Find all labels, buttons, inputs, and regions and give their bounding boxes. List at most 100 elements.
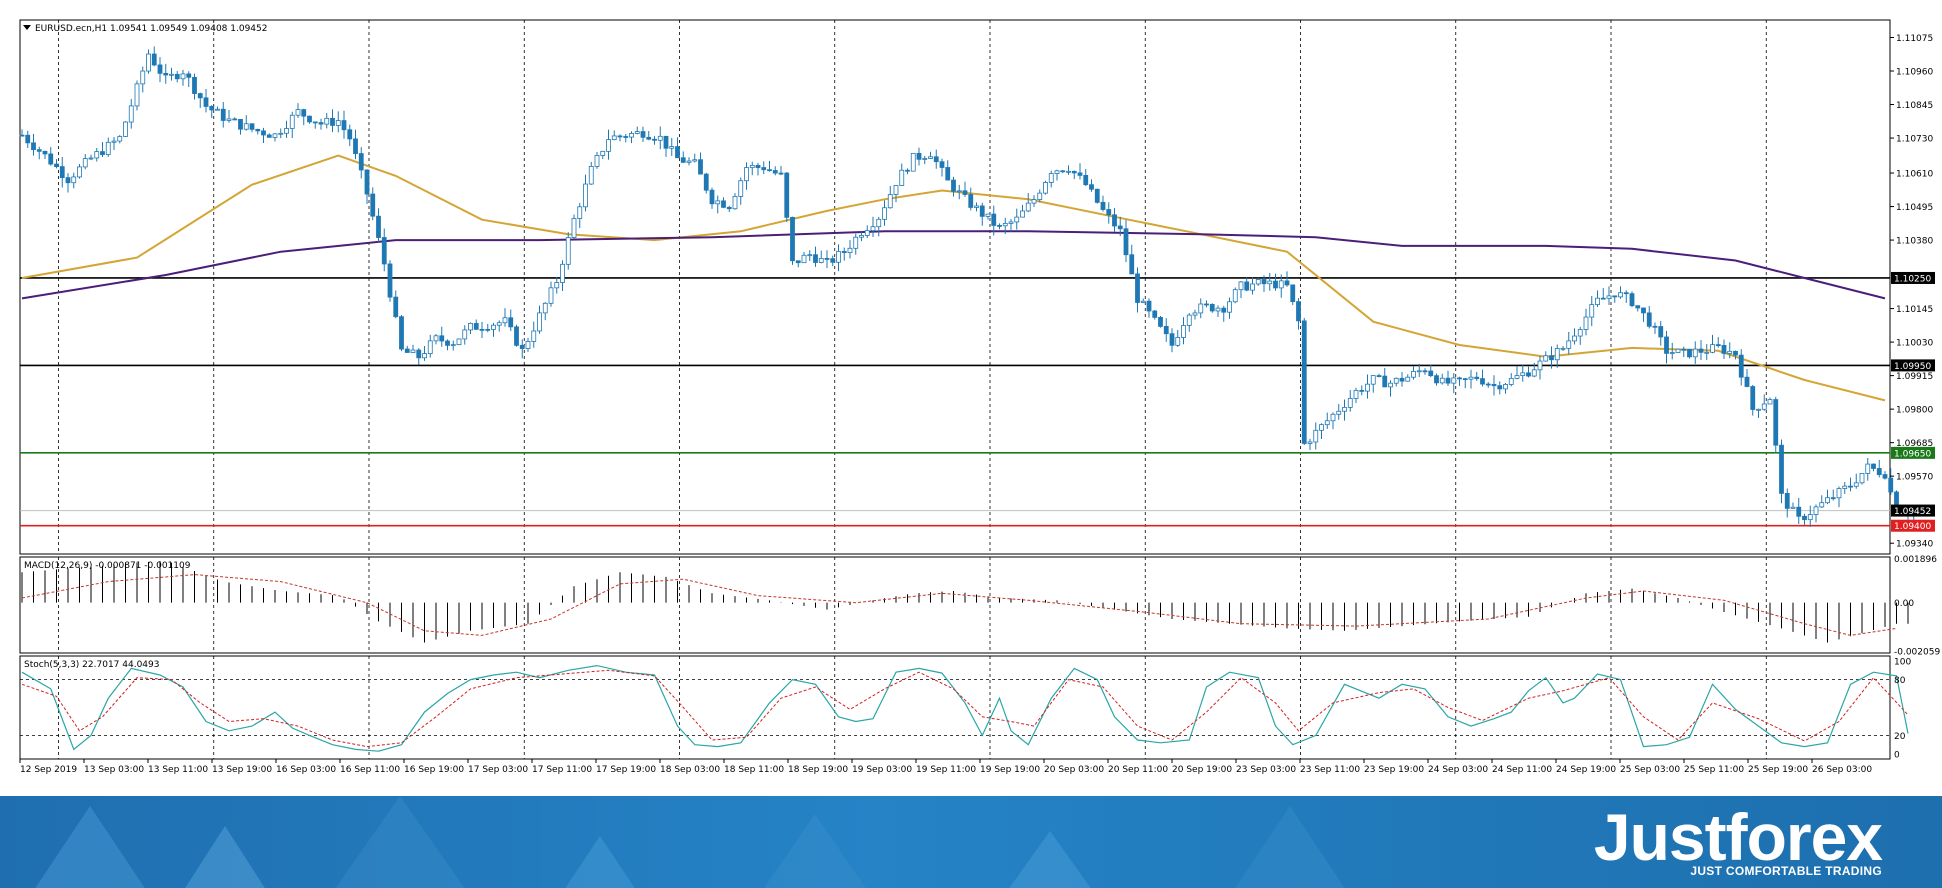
bear-candle	[416, 349, 422, 359]
bull-candle	[450, 344, 456, 347]
bull-candle	[1761, 403, 1767, 410]
bear-candle	[1083, 174, 1089, 186]
bull-candle	[1813, 506, 1819, 515]
bull-candle	[433, 335, 439, 342]
bull-candle	[560, 263, 565, 283]
bear-candle	[1876, 468, 1882, 475]
bear-candle	[1652, 325, 1658, 328]
bear-candle	[1750, 386, 1756, 410]
price-tick-label: 1.10380	[1896, 237, 1933, 247]
bear-candle	[1301, 320, 1307, 444]
price-tick-label: 1.09800	[1896, 406, 1933, 416]
time-axis: 12 Sep 2019 13 Sep 03:00 13 Sep 11:00 13 Se…	[19, 759, 1872, 775]
stoch-pane[interactable]	[19, 655, 1891, 760]
trading-chart[interactable]: 1.11075 1.10960 1.10845 1.10730 1.10610 1.104…	[0, 0, 1942, 796]
bear-candle	[399, 316, 404, 350]
bear-candle	[1376, 375, 1382, 377]
bull-candle	[1238, 281, 1244, 291]
bull-candle	[1543, 355, 1549, 362]
bull-candle	[537, 312, 542, 332]
bull-candle	[692, 159, 698, 162]
bull-candle	[1342, 406, 1347, 412]
bear-candle	[1480, 378, 1485, 385]
bear-candle	[330, 117, 335, 126]
bear-candle	[1457, 377, 1462, 380]
bear-candle	[1635, 305, 1641, 309]
bear-candle	[1871, 463, 1876, 469]
bull-candle	[1572, 335, 1577, 342]
bull-candle	[491, 324, 496, 330]
bull-candle	[749, 165, 755, 169]
price-tick-label: 1.10610	[1896, 170, 1933, 180]
macd-pane[interactable]	[19, 556, 1891, 654]
time-tick-label: 18 Sep 03:00	[660, 765, 720, 775]
bear-candle	[640, 131, 646, 138]
bull-candle	[1416, 370, 1422, 373]
bull-candle	[71, 176, 77, 184]
bull-candle	[600, 150, 606, 156]
ma-fast-line	[21, 154, 1886, 402]
bull-candle	[88, 157, 94, 160]
bear-candle	[755, 165, 761, 168]
bull-candle	[922, 158, 928, 160]
price-tick-label: 1.10030	[1896, 339, 1933, 349]
macd-indicator	[21, 560, 1909, 643]
price-tick-label: 1.09400	[1894, 522, 1931, 532]
bull-candle	[1710, 344, 1715, 353]
bull-candle	[1595, 297, 1600, 306]
bull-candle	[1020, 210, 1025, 218]
price-tick-label: 1.09452	[1894, 507, 1931, 517]
bear-candle	[1658, 326, 1664, 338]
bull-candle	[1054, 170, 1060, 174]
price-tick-label: 1.10960	[1896, 68, 1933, 78]
bear-candle	[1497, 385, 1503, 390]
bear-candle	[249, 123, 255, 130]
bear-candle	[813, 254, 818, 263]
stoch-tick-label: 20	[1894, 732, 1906, 742]
bull-candle	[1537, 360, 1543, 371]
bear-candle	[1623, 292, 1629, 295]
bear-candle	[192, 76, 197, 94]
horizontal-levels	[20, 277, 1890, 527]
bull-candle	[496, 322, 502, 326]
bear-candle	[778, 172, 784, 175]
bull-candle	[1439, 377, 1445, 384]
bear-candle	[709, 189, 715, 205]
time-tick-label: 25 Sep 03:00	[1620, 765, 1680, 775]
bull-candle	[548, 287, 554, 304]
bull-candle	[1836, 488, 1842, 499]
time-tick-label: 17 Sep 11:00	[532, 765, 592, 775]
price-label-box	[1891, 271, 1935, 284]
price-label-box	[1891, 446, 1935, 459]
bear-candle	[1681, 348, 1687, 351]
bull-candle	[1198, 303, 1204, 314]
time-tick-label: 13 Sep 11:00	[148, 765, 208, 775]
bull-candle	[1307, 441, 1313, 444]
bull-candle	[1313, 429, 1319, 443]
bull-candle	[243, 123, 249, 130]
bear-candle	[1526, 372, 1531, 377]
bull-candle	[427, 340, 433, 354]
price-pane[interactable]	[19, 19, 1891, 555]
collapse-arrow-icon[interactable]	[23, 25, 31, 30]
bear-candle	[1474, 376, 1480, 379]
price-tick-label: 1.09915	[1896, 372, 1933, 382]
bear-candle	[36, 149, 42, 152]
bull-candle	[1002, 223, 1008, 227]
macd-signal-line	[21, 574, 1897, 636]
bear-candle	[479, 328, 485, 331]
price-tick-label: 1.10495	[1896, 203, 1933, 213]
bull-candle	[295, 109, 301, 116]
bull-candle	[278, 132, 284, 135]
bear-candle	[1273, 280, 1278, 289]
bear-candle	[519, 344, 525, 349]
bear-candle	[1221, 307, 1227, 313]
stoch-d-line	[21, 669, 1909, 748]
brand-banner: Justforex JUST COMFORTABLE TRADING	[0, 796, 1942, 888]
bear-candle	[1060, 170, 1066, 173]
bear-candle	[232, 118, 238, 121]
bull-candle	[611, 135, 617, 141]
bull-candle	[732, 196, 738, 210]
bear-candle	[1445, 377, 1451, 384]
vertical-grid	[58, 20, 1767, 759]
